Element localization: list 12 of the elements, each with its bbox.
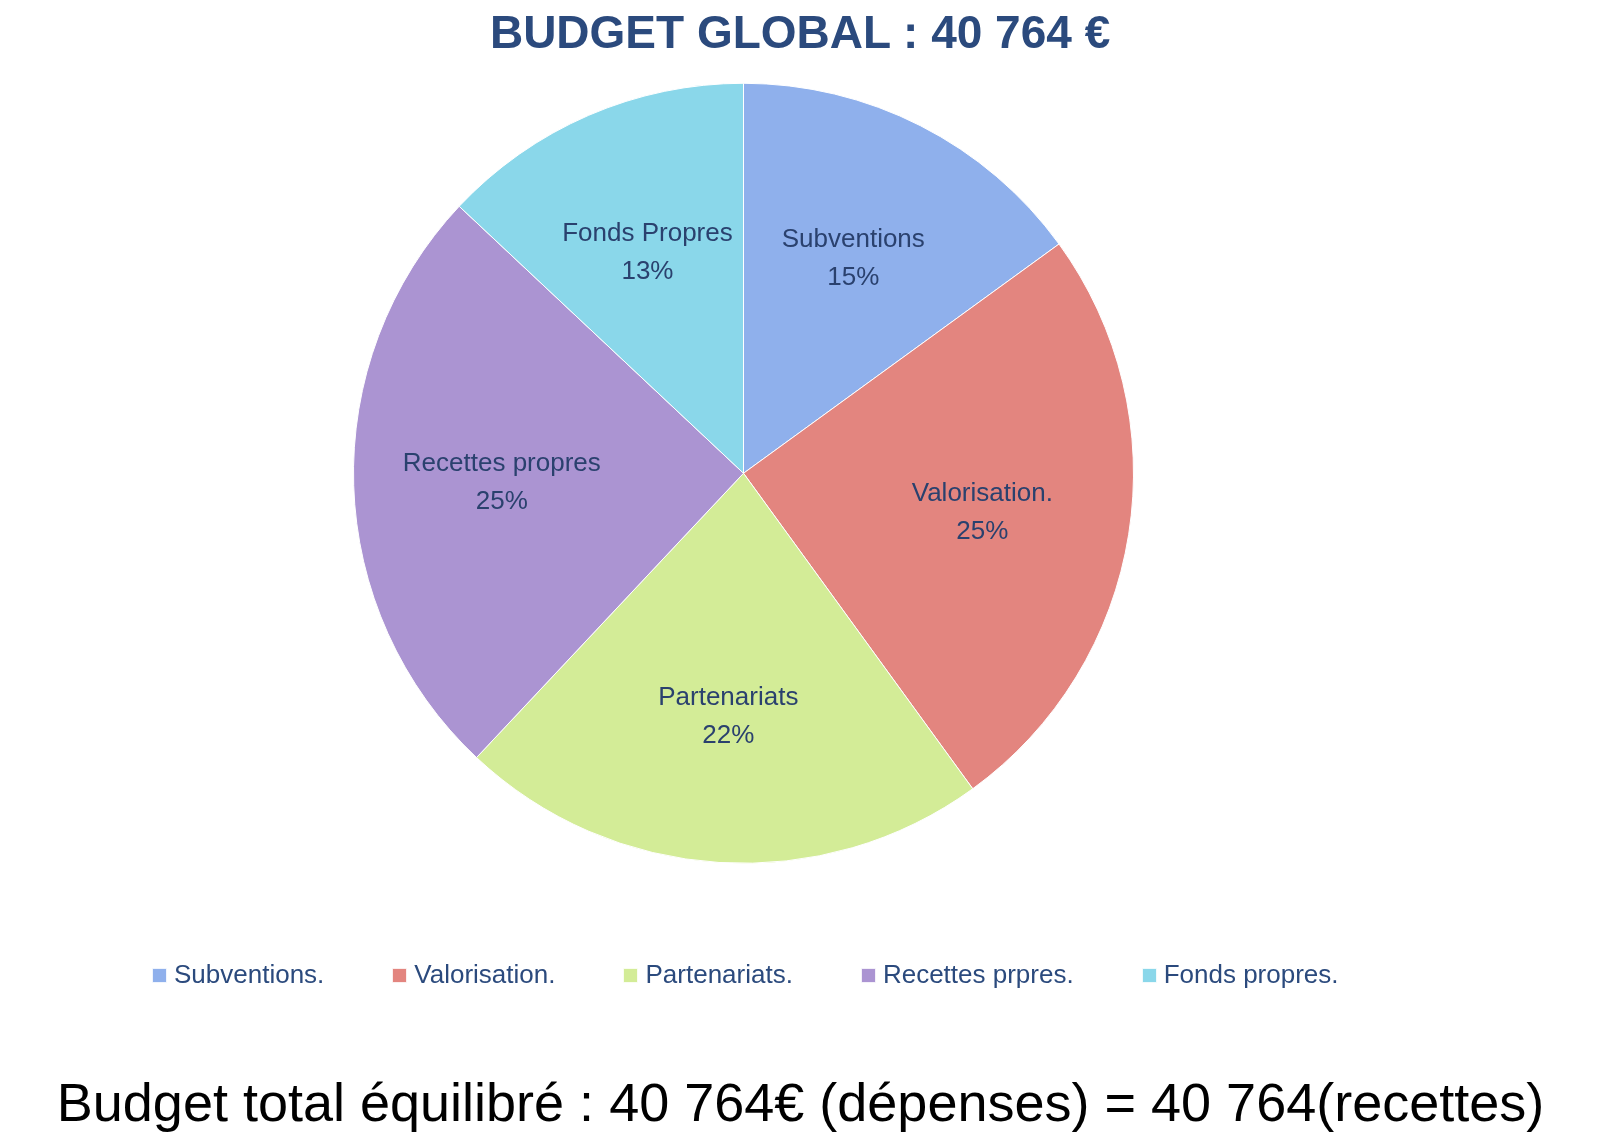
legend-label: Valorisation. xyxy=(414,959,556,990)
chart-title: BUDGET GLOBAL : 40 764 € xyxy=(489,5,1111,58)
text: Budget total équilibré : 40 764€ (dépenses) = 40 764(recettes) xyxy=(56,1072,1545,1133)
legend-label: Fonds propres. xyxy=(1163,959,1339,990)
data-label: Subventions 15% xyxy=(781,223,925,292)
data-label: Recettes propres 25% xyxy=(402,446,601,515)
data-label: Valorisation. 25% xyxy=(911,477,1053,546)
legend-label: Recettes prpres. xyxy=(882,959,1074,990)
data-label: Partenariats 22% xyxy=(658,681,799,750)
legend-label: Subventions. xyxy=(174,959,325,990)
data-label: Fonds Propres 13% xyxy=(562,216,733,285)
legend-label: Partenariats. xyxy=(645,959,793,990)
